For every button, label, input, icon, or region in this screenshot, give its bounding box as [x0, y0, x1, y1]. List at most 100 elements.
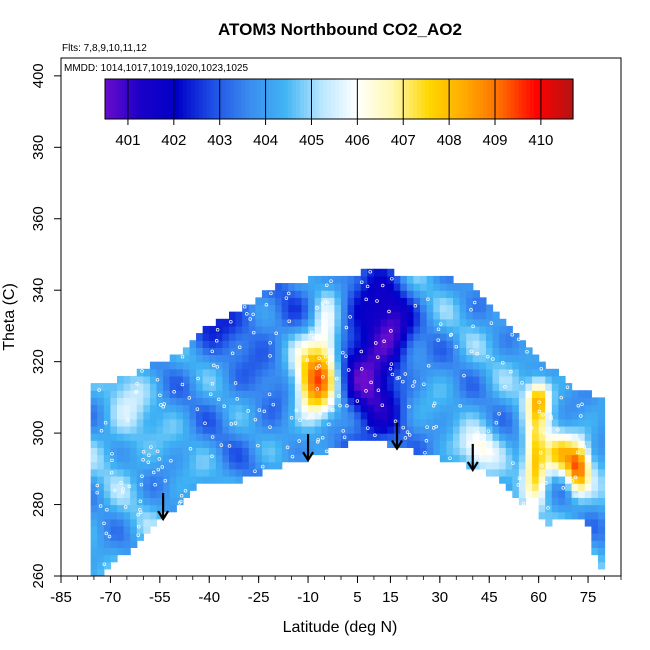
heatmap-cell — [360, 368, 368, 377]
sample-point — [297, 439, 301, 443]
heatmap-cell — [149, 433, 158, 441]
heatmap-cell — [117, 440, 125, 448]
heatmap-cell — [360, 304, 368, 313]
heatmap-cell — [275, 383, 283, 391]
heatmap-cell — [314, 333, 322, 341]
heatmap-cell — [584, 425, 592, 434]
heatmap-cell — [591, 547, 599, 556]
heatmap-cell — [255, 383, 263, 391]
heatmap-cell — [505, 347, 513, 356]
heatmap-cell — [551, 511, 560, 520]
heatmap-cell — [466, 447, 474, 456]
heatmap-cell — [360, 361, 368, 370]
heatmap-cell — [439, 361, 448, 370]
heatmap-cell — [110, 554, 118, 563]
sample-point — [219, 443, 224, 447]
heatmap-cell — [97, 433, 105, 441]
heatmap-cell — [459, 390, 467, 398]
heatmap-cell — [176, 440, 184, 448]
heatmap-cell — [393, 368, 401, 377]
heatmap-cell — [215, 404, 224, 413]
sample-point — [407, 404, 411, 409]
heatmap-cell — [479, 383, 487, 391]
heatmap-cell — [97, 554, 105, 563]
heatmap-cell — [110, 547, 118, 556]
sample-point — [246, 409, 250, 413]
sample-point — [210, 349, 215, 354]
heatmap-cell — [453, 383, 461, 391]
heatmap-cell — [439, 447, 448, 456]
heatmap-cell — [420, 354, 428, 363]
heatmap-cell — [288, 354, 296, 363]
heatmap-cell — [169, 461, 177, 470]
heatmap-cell — [538, 511, 546, 520]
heatmap-cell — [453, 361, 461, 370]
heatmap-cell — [565, 468, 573, 477]
heatmap-cell — [420, 361, 428, 370]
sample-point — [95, 483, 100, 488]
heatmap-cell — [248, 347, 256, 356]
heatmap-cell — [163, 397, 171, 406]
heatmap-cell — [485, 433, 494, 441]
sample-point — [287, 319, 291, 323]
sample-point — [382, 339, 386, 344]
heatmap-cell — [565, 497, 573, 506]
colorbar-segment — [159, 79, 165, 119]
heatmap-cell — [268, 375, 276, 384]
sample-point — [141, 458, 145, 462]
heatmap-cell — [156, 447, 164, 456]
colorbar-segment — [210, 79, 215, 119]
heatmap-cell — [400, 433, 408, 441]
sample-point — [274, 331, 278, 336]
heatmap-cell — [400, 397, 408, 406]
sample-point — [268, 341, 272, 345]
heatmap-cell — [367, 383, 375, 391]
heatmap-cell — [551, 390, 560, 398]
heatmap-cell — [261, 368, 270, 377]
heatmap-cell — [466, 325, 474, 334]
heatmap-cell — [110, 525, 118, 534]
heatmap-cell — [176, 397, 184, 406]
heatmap-cell — [466, 411, 474, 420]
heatmap-cell — [275, 304, 283, 313]
heatmap-cell — [156, 497, 164, 506]
heatmap-cell — [103, 461, 112, 470]
heatmap-cell — [176, 425, 184, 434]
heatmap-cell — [209, 411, 217, 420]
heatmap-cell — [545, 483, 553, 491]
heatmap-cell — [505, 418, 513, 427]
heatmap-cell — [545, 447, 553, 456]
heatmap-cell — [90, 425, 98, 434]
colorbar-segment — [479, 79, 484, 119]
heatmap-cell — [242, 440, 250, 448]
heatmap-cell — [584, 475, 592, 484]
heatmap-cell — [242, 390, 250, 398]
heatmap-cell — [439, 275, 448, 284]
heatmap-cell — [255, 347, 263, 356]
heatmap-cell — [222, 325, 230, 334]
heatmap-cell — [209, 347, 217, 356]
heatmap-cell — [90, 554, 98, 563]
heatmap-cell — [347, 433, 355, 441]
heatmap-cell — [360, 318, 368, 327]
heatmap-cell — [143, 390, 151, 398]
heatmap-cell — [321, 397, 329, 406]
heatmap-cell — [551, 461, 560, 470]
sample-point — [160, 465, 165, 469]
heatmap-cell — [202, 447, 210, 456]
sample-point — [140, 474, 144, 479]
heatmap-cell — [281, 390, 289, 398]
heatmap-cell — [453, 297, 461, 306]
heatmap-cell — [354, 404, 362, 413]
sample-point — [267, 392, 272, 396]
sample-point — [271, 402, 276, 407]
heatmap-cell — [479, 361, 487, 370]
heatmap-cell — [525, 375, 533, 384]
heatmap-cell — [229, 425, 237, 434]
sample-point — [138, 499, 143, 504]
heatmap-cell — [314, 347, 322, 356]
sample-point — [99, 429, 104, 433]
colorbar-segment — [487, 79, 492, 119]
heatmap-cell — [156, 490, 164, 498]
heatmap-cell — [196, 475, 204, 484]
